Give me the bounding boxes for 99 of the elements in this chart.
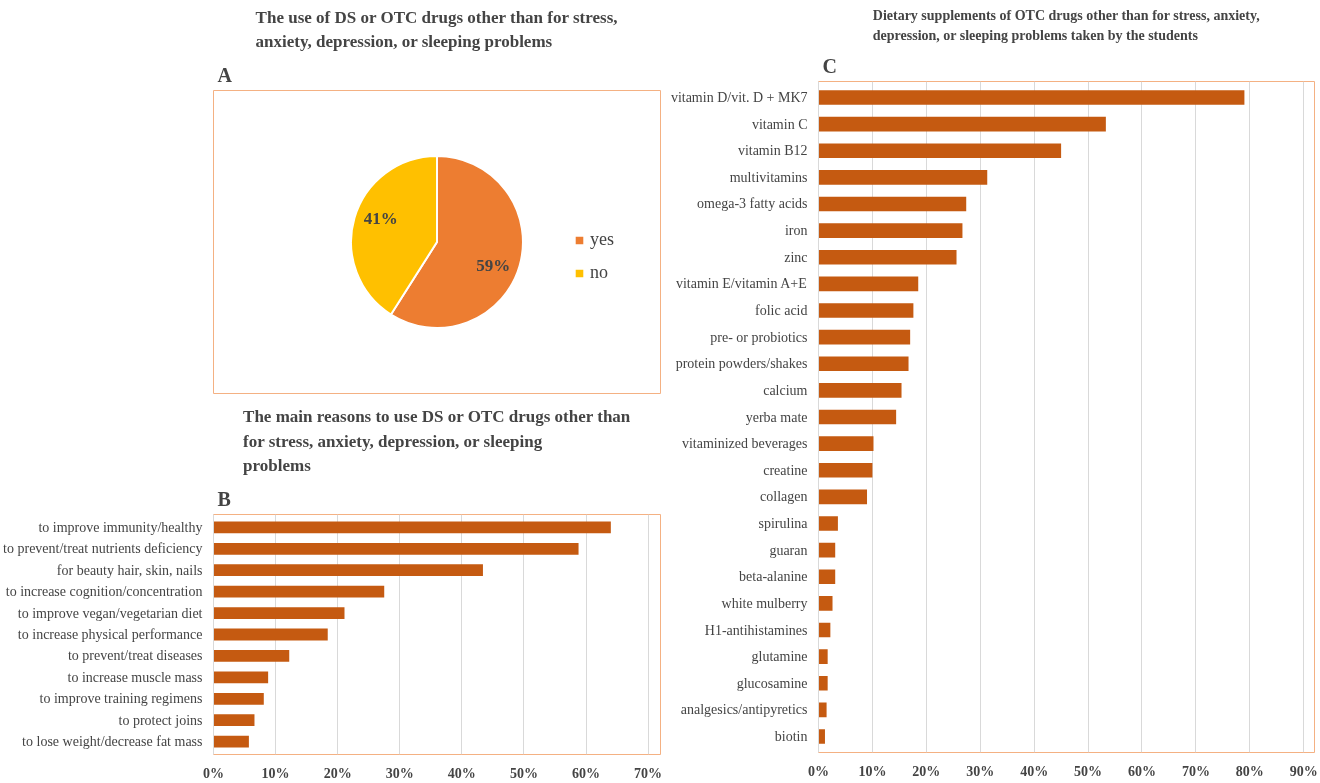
- y-tick-label: to lose weight/decrease fat mass: [22, 734, 203, 750]
- bar: [818, 356, 909, 372]
- y-tick-label: vitamin E/vitamin A+E: [675, 276, 807, 292]
- bar: [213, 671, 269, 684]
- y-tick-label: creatine: [763, 462, 808, 478]
- bar: [213, 628, 328, 641]
- bar: [818, 196, 967, 212]
- x-tick-label: 20%: [912, 763, 941, 779]
- bar: [818, 90, 1245, 105]
- bar: [818, 329, 911, 345]
- bar: [818, 249, 957, 265]
- y-tick-label: to improve training regimens: [39, 691, 203, 707]
- bar: [818, 702, 827, 718]
- y-tick-label: zinc: [784, 249, 808, 265]
- bar: [818, 675, 828, 691]
- y-tick-label: to prevent/treat nutrients deficiency: [3, 541, 203, 557]
- bar: [818, 436, 874, 451]
- bar: [213, 542, 579, 555]
- bar: [213, 607, 345, 619]
- y-tick-label: to improve vegan/vegetarian diet: [17, 605, 203, 621]
- bar: [818, 170, 988, 185]
- y-tick-label: H1-antihistamines: [704, 622, 808, 638]
- y-tick-label: biotin: [774, 729, 808, 745]
- bar: [213, 521, 611, 534]
- y-tick-label: glucosamine: [736, 675, 808, 691]
- y-tick-label: iron: [784, 223, 808, 239]
- y-tick-label: for beauty hair, skin, nails: [56, 562, 203, 578]
- bar: [818, 409, 897, 425]
- bar: [818, 116, 1106, 132]
- y-tick-label: vitaminized beverages: [681, 436, 808, 452]
- y-tick-label: yerba mate: [745, 409, 808, 425]
- x-tick-label: 70%: [634, 765, 663, 781]
- y-tick-label: vitamin D/vit. D + MK7: [670, 89, 808, 105]
- y-tick-label: beta-alanine: [739, 569, 808, 585]
- bar: [213, 735, 249, 748]
- x-tick-label: 10%: [261, 765, 290, 781]
- x-tick-label: 60%: [1127, 763, 1156, 779]
- y-tick-label: guaran: [769, 542, 808, 558]
- y-tick-label: analgesics/antipyretics: [680, 702, 808, 718]
- bar: [213, 714, 255, 727]
- data-label: 41%: [363, 208, 398, 228]
- bar: [818, 462, 873, 478]
- x-tick-label: 80%: [1235, 763, 1264, 779]
- y-tick-label: collagen: [760, 489, 808, 505]
- y-tick-label: spirulina: [758, 516, 809, 532]
- data-label: 59%: [476, 256, 511, 276]
- bar: [818, 569, 836, 585]
- y-tick-label: pre- or probiotics: [710, 329, 808, 345]
- bar: [818, 649, 828, 664]
- y-tick-label: to increase physical performance: [17, 627, 203, 642]
- x-tick-label: 60%: [572, 765, 600, 781]
- y-tick-label: vitamin B12: [737, 143, 808, 159]
- x-tick-label: 40%: [1020, 763, 1049, 779]
- y-tick-label: vitamin C: [751, 116, 808, 132]
- y-tick-label: calcium: [763, 382, 808, 398]
- x-tick-label: 50%: [1074, 763, 1103, 779]
- y-tick-label: to increase cognition/concentration: [5, 584, 203, 600]
- text: A: [217, 63, 233, 86]
- text: B: [217, 487, 231, 510]
- bar: [818, 303, 914, 318]
- y-tick-label: protein powders/shakes: [675, 356, 808, 372]
- x-tick-label: 0%: [808, 763, 829, 779]
- bar: [818, 223, 963, 238]
- bar: [818, 383, 902, 398]
- legend-label: yes: [590, 229, 614, 250]
- x-tick-label: 90%: [1289, 763, 1318, 779]
- bar: [818, 276, 919, 292]
- y-tick-label: to prevent/treat diseases: [68, 648, 203, 664]
- bar: [213, 564, 483, 577]
- bar: [213, 585, 385, 598]
- y-tick-label: multivitamins: [729, 169, 808, 185]
- chart-title: The main reasons to use DS or OTC drugs other than for stress, anxiety, depression, or sleeping problems: [243, 407, 631, 476]
- bar: [818, 729, 825, 744]
- bar: [213, 650, 290, 662]
- y-tick-label: to protect joins: [118, 712, 203, 728]
- y-tick-label: glutamine: [751, 649, 808, 665]
- chart-title: The use of DS or OTC drugs other than for stress, anxiety, depression, or sleeping problems: [255, 7, 618, 52]
- x-tick-label: 30%: [385, 765, 414, 781]
- y-tick-label: folic acid: [755, 302, 808, 318]
- x-tick-label: 20%: [323, 765, 352, 781]
- bar: [818, 143, 1062, 159]
- y-tick-label: to increase muscle mass: [67, 669, 203, 685]
- x-tick-label: 30%: [966, 763, 995, 779]
- bar: [818, 596, 833, 611]
- x-tick-label: 10%: [858, 763, 887, 779]
- bar: [213, 692, 264, 705]
- legend-label: no: [590, 262, 609, 283]
- y-tick-label: to improve immunity/healthy: [38, 519, 203, 535]
- bar: [818, 516, 838, 531]
- bar: [818, 542, 836, 558]
- bar: [818, 489, 868, 505]
- x-tick-label: 0%: [203, 765, 224, 781]
- y-tick-label: white mulberry: [721, 595, 808, 611]
- x-tick-label: 40%: [447, 765, 476, 781]
- text: C: [822, 54, 837, 77]
- y-tick-label: omega-3 fatty acids: [697, 196, 808, 212]
- x-tick-label: 50%: [509, 765, 538, 781]
- x-tick-label: 70%: [1181, 763, 1210, 779]
- chart-title: Dietary supplements of OTC drugs other than for stress, anxiety, depression, or sleeping problems taken by the students: [872, 8, 1260, 43]
